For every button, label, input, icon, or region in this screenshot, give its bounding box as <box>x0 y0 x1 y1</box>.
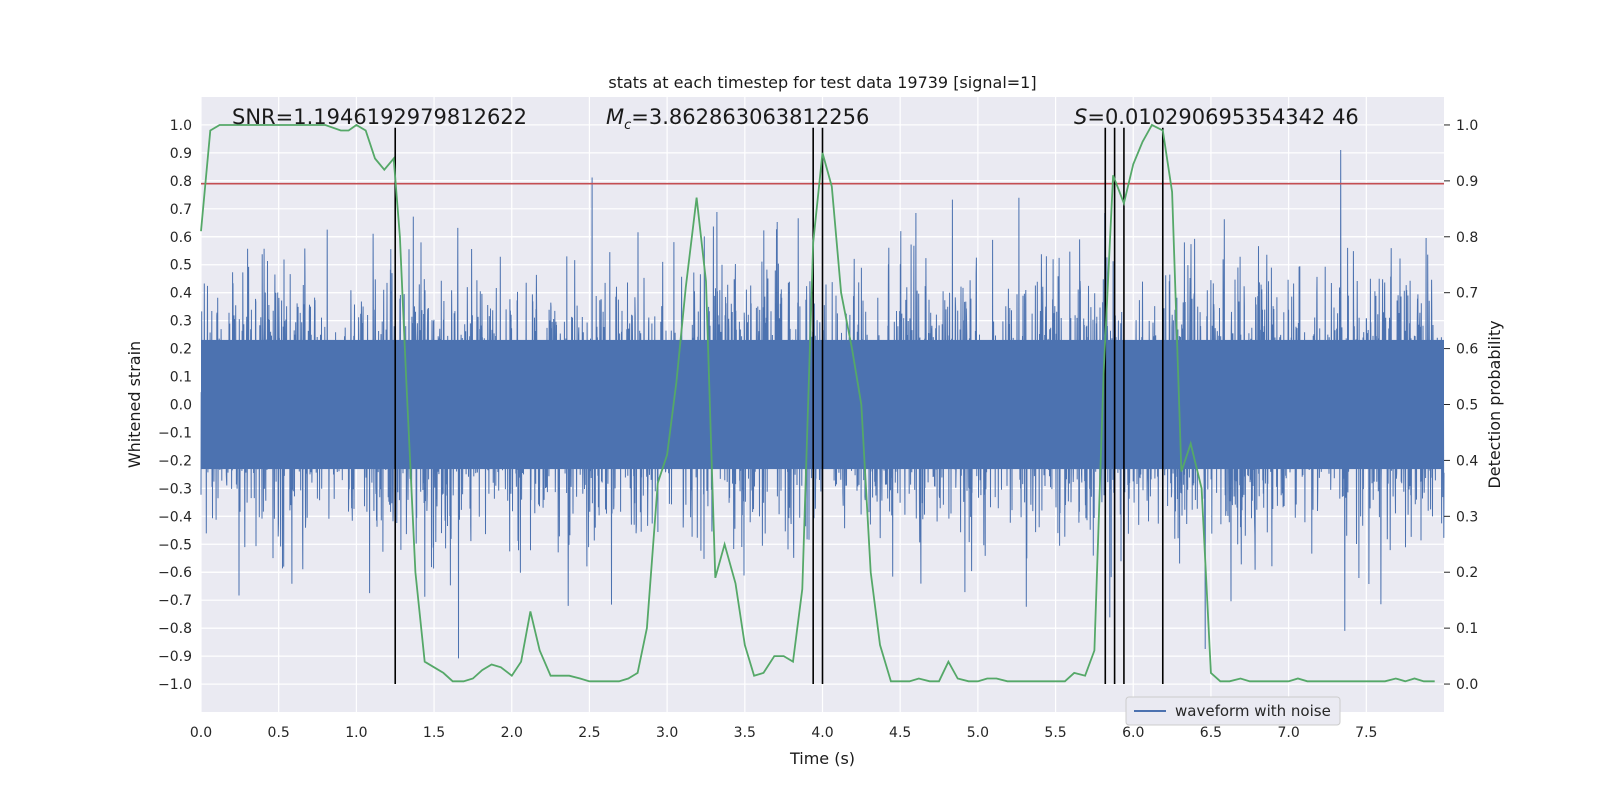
x-tick-label: 2.5 <box>578 725 600 741</box>
y2-tick-label: 0.8 <box>1456 230 1478 246</box>
y-tick-label: 0.8 <box>170 174 192 190</box>
x-tick-label: 3.0 <box>656 725 678 741</box>
mc-subscript: c <box>624 118 631 133</box>
x-tick-label: 4.0 <box>811 725 833 741</box>
y-tick-label: 0.6 <box>170 230 192 246</box>
y2-axis-label: Detection probability <box>1485 320 1504 488</box>
legend-box <box>1125 696 1341 726</box>
y2-axis-ticks: 1.0 0.9 0.8 0.7 0.6 0.5 0.4 0.3 0.2 0.1 0.0 <box>1444 118 1478 693</box>
x-tick-label: 5.5 <box>1044 725 1066 741</box>
x-tick-label: 4.5 <box>889 725 911 741</box>
y-tick-label: −0.7 <box>158 593 192 609</box>
y-tick-label: −0.9 <box>158 649 192 665</box>
y2-tick-label: 1.0 <box>1456 118 1478 134</box>
y-axis-label: Whitened strain <box>125 341 144 468</box>
x-tick-label: 2.0 <box>501 725 523 741</box>
y-tick-label: 0.5 <box>170 258 192 274</box>
detection-probability-line <box>200 123 1435 683</box>
y2-tick-label: 0.6 <box>1456 342 1478 358</box>
y-tick-label: −0.1 <box>158 425 192 441</box>
s-value: =0.010290695354342 46 <box>1087 105 1358 129</box>
y2-tick-label: 0.1 <box>1456 621 1478 637</box>
y2-tick-label: 0.5 <box>1456 398 1478 414</box>
snr-annotation: SNR=1.1946192979812622 <box>232 105 527 129</box>
y-tick-label: −1.0 <box>158 677 192 693</box>
x-axis-label: Time (s) <box>789 749 855 768</box>
event-lines <box>394 127 1164 685</box>
x-tick-label: 7.5 <box>1355 725 1377 741</box>
x-tick-label: 1.0 <box>345 725 367 741</box>
legend-label: waveform with noise <box>1175 702 1331 720</box>
y2-tick-label: 0.7 <box>1456 286 1478 302</box>
y-tick-label: −0.4 <box>158 509 192 525</box>
legend: waveform with noise <box>1125 696 1341 726</box>
y2-tick-label: 0.3 <box>1456 509 1478 525</box>
s-symbol: S <box>1074 105 1087 129</box>
y-tick-label: 0.1 <box>170 370 192 386</box>
y-tick-label: 0.0 <box>170 398 192 414</box>
y-tick-label: 1.0 <box>170 118 192 134</box>
y-axis-ticks: 1.0 0.9 0.8 0.7 0.6 0.5 0.4 0.3 0.2 0.1 0.0 −0.1 −0.… <box>158 118 192 693</box>
mc-symbol: M <box>606 105 624 129</box>
y-tick-label: −0.8 <box>158 621 192 637</box>
y2-tick-label: 0.4 <box>1456 453 1478 469</box>
mc-value: =3.862863063812256 <box>631 105 869 129</box>
y-tick-label: −0.5 <box>158 537 192 553</box>
y-tick-label: 0.3 <box>170 314 192 330</box>
y-tick-label: 0.7 <box>170 202 192 218</box>
y-tick-label: −0.3 <box>158 481 192 497</box>
x-tick-label: 6.0 <box>1122 725 1144 741</box>
y2-tick-label: 0.0 <box>1456 677 1478 693</box>
x-tick-label: 1.5 <box>423 725 445 741</box>
y2-tick-label: 0.2 <box>1456 565 1478 581</box>
y-tick-label: −0.2 <box>158 453 192 469</box>
chart-title: stats at each timestep for test data 197… <box>608 73 1036 92</box>
x-axis-ticks: 0.0 0.5 1.0 1.5 2.0 2.5 3.0 3.5 4.0 4.5 5.0 5.5 6.0 6… <box>190 725 1378 741</box>
y-tick-label: 0.2 <box>170 342 192 358</box>
y2-tick-label: 0.9 <box>1456 174 1478 190</box>
chirp-mass-annotation: Mc=3.862863063812256 <box>606 105 869 133</box>
y-tick-label: 0.4 <box>170 286 192 302</box>
x-tick-label: 6.5 <box>1200 725 1222 741</box>
x-tick-label: 0.0 <box>190 725 212 741</box>
y-tick-label: 0.9 <box>170 146 192 162</box>
x-tick-label: 3.5 <box>734 725 756 741</box>
y-tick-label: −0.6 <box>158 565 192 581</box>
s-annotation: S=0.010290695354342 46 <box>1074 105 1359 129</box>
x-tick-label: 5.0 <box>967 725 989 741</box>
x-tick-label: 7.0 <box>1277 725 1299 741</box>
x-tick-label: 0.5 <box>268 725 290 741</box>
